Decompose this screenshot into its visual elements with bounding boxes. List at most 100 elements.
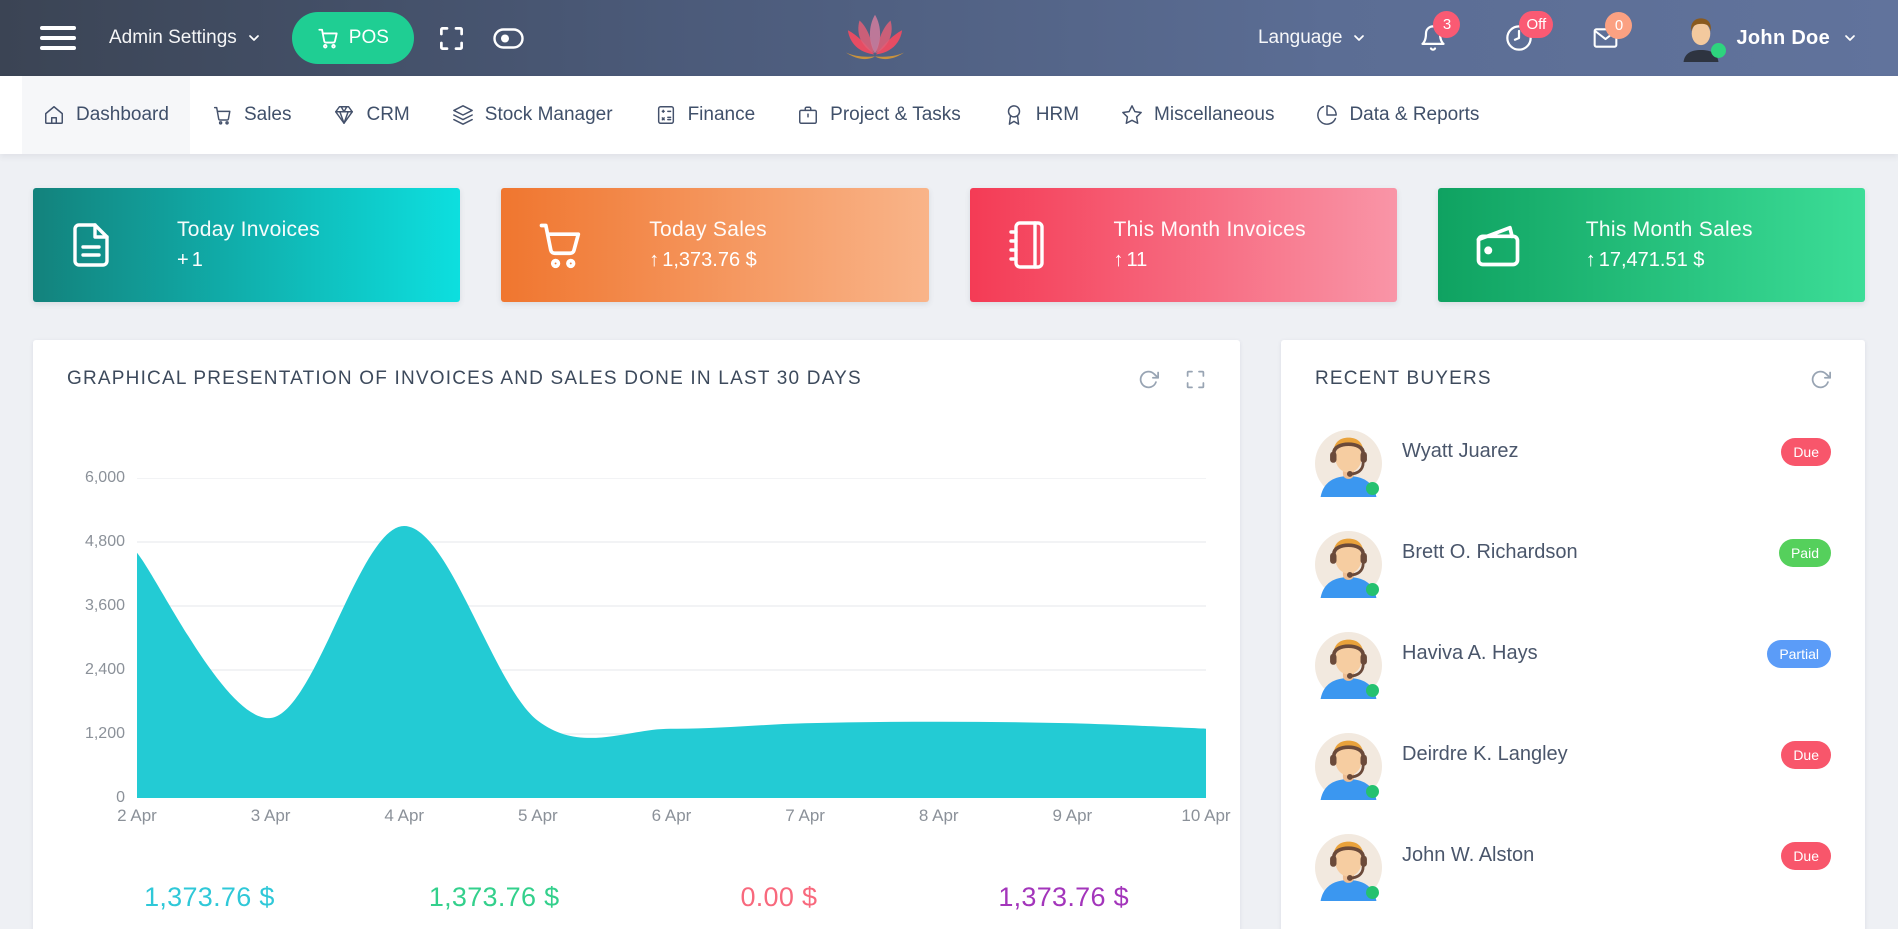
card-value: 17,471.51 $ xyxy=(1598,249,1705,271)
card-title: This Month Sales xyxy=(1585,218,1753,241)
refresh-icon[interactable] xyxy=(1138,369,1159,390)
file-text-icon xyxy=(67,219,115,271)
status-badge: Paid xyxy=(1778,539,1831,567)
main-content: GRAPHICAL PRESENTATION OF INVOICES AND S… xyxy=(33,340,1865,929)
online-status-dot xyxy=(1366,785,1379,798)
buyer-name: Brett O. Richardson xyxy=(1402,541,1578,563)
user-avatar xyxy=(1678,14,1727,62)
user-menu[interactable]: John Doe xyxy=(1678,14,1858,62)
clock-badge: Off xyxy=(1519,11,1554,38)
language-dropdown[interactable]: Language xyxy=(1258,27,1368,49)
x-tick-label: 3 Apr xyxy=(250,806,291,825)
arrow-up-icon: ↑ xyxy=(1113,249,1124,271)
x-tick-label: 9 Apr xyxy=(1052,806,1093,825)
x-tick-label: 2 Apr xyxy=(117,806,157,825)
card-title: This Month Invoices xyxy=(1113,218,1306,241)
card-today-sales[interactable]: Today Sales ↑ 1,373.76 $ xyxy=(501,188,929,302)
chart-panel: GRAPHICAL PRESENTATION OF INVOICES AND S… xyxy=(33,340,1240,929)
online-status-dot xyxy=(1366,482,1379,495)
footer-stat-paid: 1,373.76 $ xyxy=(428,882,560,912)
chart-canvas xyxy=(137,478,1206,798)
tab-label: Dashboard xyxy=(76,104,169,125)
y-tick-label: 1,200 xyxy=(84,725,125,742)
user-name: John Doe xyxy=(1736,26,1830,49)
y-tick-label: 2,400 xyxy=(84,661,125,678)
footer-stat-due: 0.00 $ xyxy=(740,882,818,912)
card-today-invoices[interactable]: Today Invoices +1 xyxy=(33,188,461,302)
stat-cards-row: Today Invoices +1 Today Sales ↑ 1,373.76 … xyxy=(33,188,1865,302)
tab-dashboard[interactable]: Dashboard xyxy=(22,76,190,154)
calculator-icon xyxy=(655,104,677,126)
x-tick-label: 7 Apr xyxy=(785,806,825,825)
pos-button[interactable]: POS xyxy=(291,12,414,64)
star-icon xyxy=(1121,104,1143,126)
online-status-dot xyxy=(1366,886,1379,899)
buyer-name: John W. Alston xyxy=(1402,844,1535,866)
notifications-badge: 3 xyxy=(1433,11,1461,38)
tab-label: Sales xyxy=(243,104,292,125)
tab-stock-manager[interactable]: Stock Manager xyxy=(431,76,634,154)
buyer-list-item[interactable]: Wyatt Juarez Due xyxy=(1315,430,1831,497)
clock-button[interactable]: Off xyxy=(1505,11,1554,52)
tab-crm[interactable]: CRM xyxy=(312,76,430,154)
tab-label: Stock Manager xyxy=(484,104,613,125)
tab-project-tasks[interactable]: Project & Tasks xyxy=(776,76,982,154)
status-badge: Due xyxy=(1781,842,1831,870)
menu-toggle-icon[interactable] xyxy=(40,20,76,56)
card-month-sales[interactable]: This Month Sales ↑ 17,471.51 $ xyxy=(1437,188,1865,302)
status-badge: Due xyxy=(1781,438,1831,466)
buyer-avatar xyxy=(1315,531,1382,598)
buyer-avatar xyxy=(1315,430,1382,497)
buyer-avatar xyxy=(1315,632,1382,699)
x-tick-label: 4 Apr xyxy=(384,806,425,825)
tab-finance[interactable]: Finance xyxy=(634,76,777,154)
chart-x-axis: 2 Apr 3 Apr 4 Apr 5 Apr 6 Apr 7 Apr 8 Apr 9 Apr… xyxy=(117,806,1230,830)
buyer-list-item[interactable]: Brett O. Richardson Paid xyxy=(1315,531,1831,598)
tab-label: CRM xyxy=(366,104,410,125)
tab-sales[interactable]: Sales xyxy=(190,76,313,154)
language-label: Language xyxy=(1257,27,1343,48)
card-value: 11 xyxy=(1126,249,1148,271)
chart-footer-stats: 1,373.76 $ 1,373.76 $ 0.00 $ 1,373.76 $ xyxy=(67,882,1206,913)
expand-icon[interactable] xyxy=(1185,369,1206,390)
buyer-list-item[interactable]: John W. Alston Due xyxy=(1315,834,1831,901)
tab-data-reports[interactable]: Data & Reports xyxy=(1295,76,1500,154)
admin-settings-label: Admin Settings xyxy=(109,27,237,48)
chevron-down-icon xyxy=(1842,30,1858,46)
buyer-list-item[interactable]: Haviva A. Hays Partial xyxy=(1315,632,1831,699)
tab-miscellaneous[interactable]: Miscellaneous xyxy=(1100,76,1295,154)
tab-hrm[interactable]: HRM xyxy=(982,76,1100,154)
x-tick-label: 10 Apr xyxy=(1181,806,1231,825)
buyer-list-item[interactable]: Deirdre K. Langley Due xyxy=(1315,733,1831,800)
online-status-dot xyxy=(1711,43,1727,58)
shopping-cart-icon xyxy=(535,219,587,271)
area-chart: 6,000 4,800 3,600 2,400 1,200 0 xyxy=(67,469,1206,806)
buyers-panel-title: RECENT BUYERS xyxy=(1315,368,1492,389)
card-month-invoices[interactable]: This Month Invoices ↑ 11 xyxy=(969,188,1397,302)
tab-label: Data & Reports xyxy=(1349,104,1480,125)
y-tick-label: 0 xyxy=(116,789,125,806)
y-tick-label: 4,800 xyxy=(84,533,125,550)
footer-stat-invoiced: 1,373.76 $ xyxy=(144,882,275,912)
notifications-button[interactable]: 3 xyxy=(1419,11,1461,52)
y-tick-label: 3,600 xyxy=(84,597,125,614)
card-value: 1 xyxy=(191,249,203,271)
messages-button[interactable]: 0 xyxy=(1591,12,1633,51)
online-status-dot xyxy=(1366,684,1379,697)
layers-icon xyxy=(452,104,474,126)
arrow-up-icon: ↑ xyxy=(1585,249,1596,271)
x-tick-label: 8 Apr xyxy=(918,806,959,825)
fullscreen-icon[interactable] xyxy=(438,25,465,52)
x-tick-label: 6 Apr xyxy=(651,806,692,825)
buyer-name: Wyatt Juarez xyxy=(1402,440,1519,462)
tab-label: Miscellaneous xyxy=(1154,104,1275,125)
card-title: Today Invoices xyxy=(177,218,321,241)
refresh-icon[interactable] xyxy=(1810,369,1831,390)
toggle-icon[interactable] xyxy=(493,27,524,49)
chevron-down-icon xyxy=(246,30,262,46)
status-badge: Partial xyxy=(1767,640,1831,668)
buyer-avatar xyxy=(1315,733,1382,800)
admin-settings-dropdown[interactable]: Admin Settings xyxy=(109,27,262,49)
lotus-logo xyxy=(844,12,906,62)
tab-label: HRM xyxy=(1035,104,1080,125)
